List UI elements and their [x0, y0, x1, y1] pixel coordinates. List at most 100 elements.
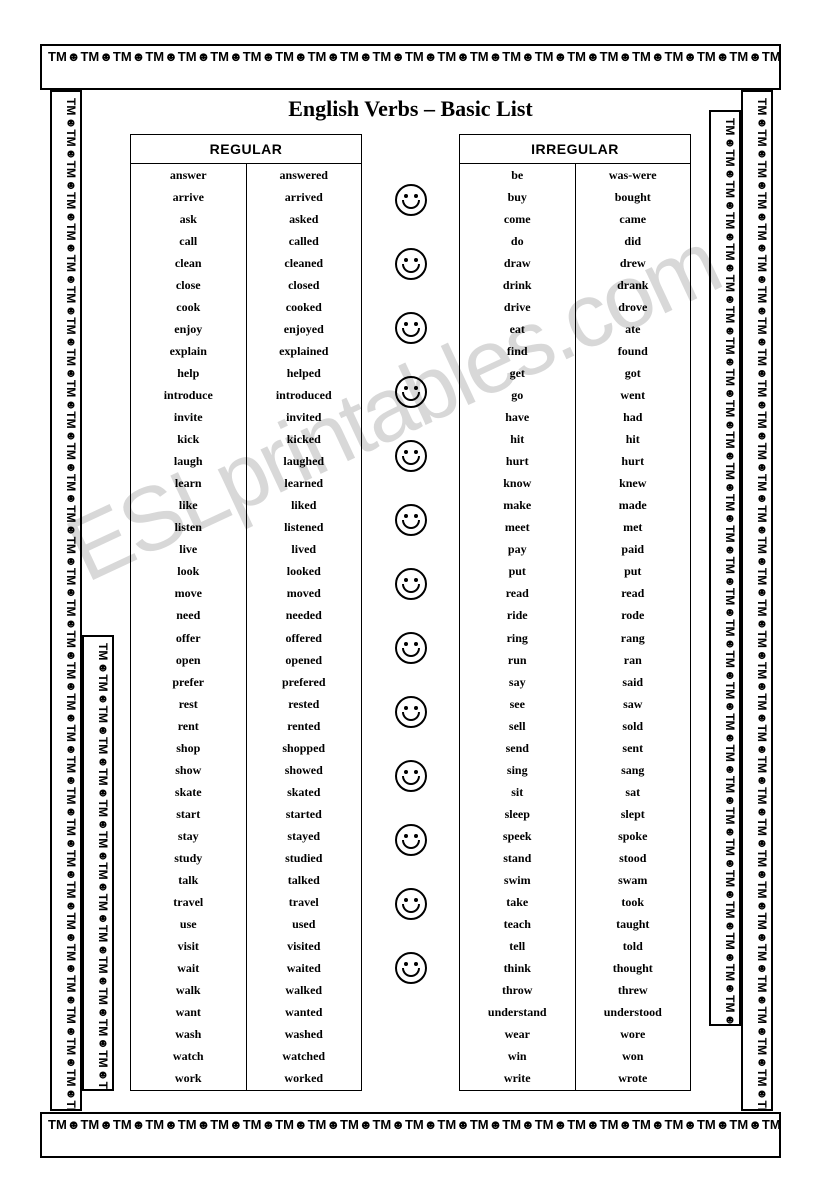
regular-base-cell: wait: [131, 958, 246, 980]
regular-base-cell: introduce: [131, 384, 246, 406]
irregular-table: IRREGULAR bebuycomedodrawdrinkdriveeatfi…: [459, 134, 691, 1091]
irregular-past-cell: said: [576, 671, 691, 693]
regular-past-cell: asked: [247, 208, 362, 230]
decorative-border-left: TM☻TM☻TM☻TM☻TM☻TM☻TM☻TM☻TM☻TM☻TM☻TM☻TM☻T…: [50, 90, 82, 1111]
irregular-base-cell: eat: [460, 318, 575, 340]
irregular-base-cell: have: [460, 407, 575, 429]
irregular-past-cell: sent: [576, 737, 691, 759]
irregular-past-cell: went: [576, 384, 691, 406]
irregular-base-cell: put: [460, 561, 575, 583]
irregular-past-cell: rang: [576, 627, 691, 649]
regular-base-cell: work: [131, 1068, 246, 1090]
irregular-base-cell: go: [460, 384, 575, 406]
irregular-past-cell: saw: [576, 693, 691, 715]
regular-base-cell: prefer: [131, 671, 246, 693]
regular-past-cell: learned: [247, 473, 362, 495]
smiley-icon: [395, 312, 427, 344]
irregular-past-cell: drove: [576, 296, 691, 318]
regular-past-cell: studied: [247, 847, 362, 869]
main-content: REGULAR answerarriveaskcallcleanclosecoo…: [130, 134, 691, 1091]
regular-past-cell: cleaned: [247, 252, 362, 274]
regular-base-cell: walk: [131, 980, 246, 1002]
regular-base-cell: listen: [131, 517, 246, 539]
irregular-past-cell: did: [576, 230, 691, 252]
regular-past-cell: invited: [247, 407, 362, 429]
regular-past-cell: showed: [247, 759, 362, 781]
regular-base-cell: help: [131, 362, 246, 384]
regular-base-cell: need: [131, 605, 246, 627]
regular-past-cell: called: [247, 230, 362, 252]
irregular-past-cell: spoke: [576, 825, 691, 847]
irregular-past-cell: took: [576, 892, 691, 914]
irregular-past-cell: was-were: [576, 164, 691, 186]
irregular-base-cell: stand: [460, 847, 575, 869]
irregular-base-cell: ride: [460, 605, 575, 627]
irregular-past-cell: stood: [576, 847, 691, 869]
regular-base-cell: ask: [131, 208, 246, 230]
irregular-base-cell: make: [460, 495, 575, 517]
regular-base-cell: laugh: [131, 451, 246, 473]
regular-base-cell: wash: [131, 1024, 246, 1046]
smiley-icon: [395, 504, 427, 536]
regular-past-cell: helped: [247, 362, 362, 384]
regular-past-cell: answered: [247, 164, 362, 186]
smiley-icon: [395, 632, 427, 664]
irregular-base-cell: sing: [460, 759, 575, 781]
decorative-border-top: TM☻TM☻TM☻TM☻TM☻TM☻TM☻TM☻TM☻TM☻TM☻TM☻TM☻T…: [40, 44, 781, 90]
irregular-base-cell: throw: [460, 980, 575, 1002]
irregular-past-cell: understood: [576, 1002, 691, 1024]
regular-base-cell: watch: [131, 1046, 246, 1068]
regular-past-cell: closed: [247, 274, 362, 296]
irregular-base-cell: sleep: [460, 803, 575, 825]
irregular-base-cell: sell: [460, 715, 575, 737]
irregular-past-cell: wore: [576, 1024, 691, 1046]
regular-base-cell: close: [131, 274, 246, 296]
irregular-past-cell: met: [576, 517, 691, 539]
regular-past-cell: introduced: [247, 384, 362, 406]
irregular-base-cell: do: [460, 230, 575, 252]
irregular-base-cell: send: [460, 737, 575, 759]
regular-base-cell: enjoy: [131, 318, 246, 340]
regular-base-cell: start: [131, 803, 246, 825]
irregular-base-cell: ring: [460, 627, 575, 649]
regular-past-cell: needed: [247, 605, 362, 627]
regular-base-cell: learn: [131, 473, 246, 495]
regular-header: REGULAR: [131, 135, 361, 164]
regular-past-cell: moved: [247, 583, 362, 605]
irregular-past-cell: made: [576, 495, 691, 517]
irregular-base-cell: hurt: [460, 451, 575, 473]
regular-base-cell: rent: [131, 715, 246, 737]
irregular-header: IRREGULAR: [460, 135, 690, 164]
smiley-column: [386, 134, 436, 1091]
irregular-base-cell: take: [460, 892, 575, 914]
regular-past-cell: liked: [247, 495, 362, 517]
irregular-past-cell: found: [576, 340, 691, 362]
irregular-past-cell: knew: [576, 473, 691, 495]
irregular-past-cell: told: [576, 936, 691, 958]
irregular-past-cell: drank: [576, 274, 691, 296]
irregular-past-cell: ran: [576, 649, 691, 671]
regular-base-cell: call: [131, 230, 246, 252]
regular-past-cell: laughed: [247, 451, 362, 473]
irregular-past-cell: thought: [576, 958, 691, 980]
irregular-past-cell: sang: [576, 759, 691, 781]
regular-base-cell: clean: [131, 252, 246, 274]
regular-base-cell: invite: [131, 407, 246, 429]
smiley-icon: [395, 888, 427, 920]
irregular-past-cell: wrote: [576, 1068, 691, 1090]
regular-past-cell: talked: [247, 870, 362, 892]
irregular-base-cell: swim: [460, 870, 575, 892]
regular-past-cell: skated: [247, 781, 362, 803]
smiley-icon: [395, 952, 427, 984]
regular-base-cell: move: [131, 583, 246, 605]
page-container: TM☻TM☻TM☻TM☻TM☻TM☻TM☻TM☻TM☻TM☻TM☻TM☻TM☻T…: [0, 0, 821, 1186]
regular-past-cell: wanted: [247, 1002, 362, 1024]
irregular-base-cell: find: [460, 340, 575, 362]
regular-past-cell: stayed: [247, 825, 362, 847]
regular-past-cell: arrived: [247, 186, 362, 208]
irregular-past-cell: won: [576, 1046, 691, 1068]
irregular-past-cell: threw: [576, 980, 691, 1002]
irregular-base-cell: know: [460, 473, 575, 495]
regular-base-cell: shop: [131, 737, 246, 759]
regular-base-cell: talk: [131, 870, 246, 892]
